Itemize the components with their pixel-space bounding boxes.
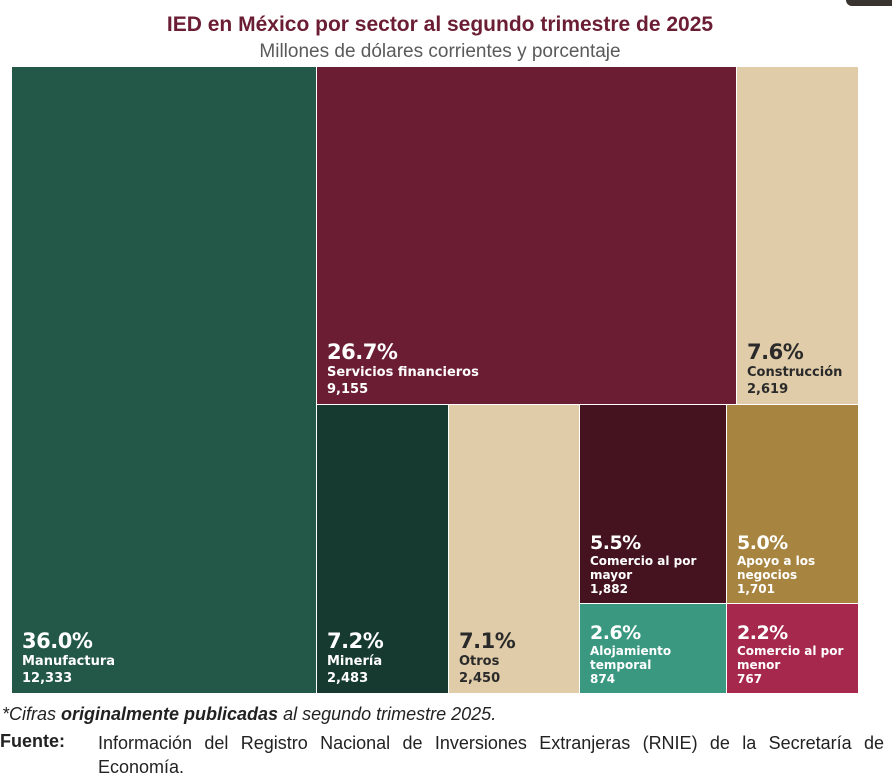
treemap-tile-mineria: 7.2% Minería 2,483 xyxy=(317,405,448,693)
tile-percent: 7.2% xyxy=(327,629,384,653)
footnote: *Cifras originalmente publicadas al segu… xyxy=(2,704,496,725)
tile-sector-name: Apoyo a los negocios xyxy=(737,554,816,582)
footnote-bold: originalmente publicadas xyxy=(61,704,279,724)
tile-sector-name: Manufactura xyxy=(22,654,116,669)
tile-sector-name: Construcción xyxy=(747,365,843,380)
footnote-prefix: *Cifras xyxy=(2,704,62,724)
tile-label-group: 5.5% Comercio al por mayor 1,882 xyxy=(590,533,718,597)
tile-value: 9,155 xyxy=(327,382,369,397)
tile-sector-name: Servicios financieros xyxy=(327,365,479,380)
treemap-tile-otros: 7.1% Otros 2,450 xyxy=(449,405,579,693)
tile-label-group: 7.1% Otros 2,450 xyxy=(459,629,571,687)
tile-value: 1,882 xyxy=(590,582,628,596)
tile-label-group: 36.0% Manufactura 12,333 xyxy=(22,629,308,687)
tile-sector-name: Otros xyxy=(459,654,500,669)
tile-value: 767 xyxy=(737,672,763,686)
tile-percent: 26.7% xyxy=(327,340,398,364)
tile-percent: 5.0% xyxy=(737,532,788,554)
treemap-tile-servicios-financieros: 26.7% Servicios financieros 9,155 xyxy=(317,67,736,404)
footnote-suffix: al segundo trimestre 2025. xyxy=(278,704,497,724)
tile-label-group: 7.2% Minería 2,483 xyxy=(327,629,440,687)
treemap-tile-construccion: 7.6% Construcción 2,619 xyxy=(737,67,858,404)
tile-sector-name: Comercio al por mayor xyxy=(590,554,697,582)
treemap-tile-manufactura: 36.0% Manufactura 12,333 xyxy=(12,67,316,693)
tile-value: 12,333 xyxy=(22,671,73,686)
chart-subtitle: Millones de dólares corrientes y porcent… xyxy=(259,41,621,62)
tile-percent: 5.5% xyxy=(590,532,641,554)
treemap-tile-comercio-al-por-menor: 2.2% Comercio al por menor 767 xyxy=(727,604,858,693)
tile-value: 1,701 xyxy=(737,582,775,596)
tile-percent: 7.6% xyxy=(747,340,804,364)
tile-value: 2,450 xyxy=(459,671,501,686)
corner-decoration xyxy=(846,0,892,6)
tile-percent: 36.0% xyxy=(22,629,93,653)
tile-label-group: 7.6% Construcción 2,619 xyxy=(747,340,850,398)
tile-label-group: 2.6% Alojamiento temporal 874 xyxy=(590,623,718,687)
tile-sector-name: Alojamiento temporal xyxy=(590,644,672,672)
tile-sector-name: Comercio al por menor xyxy=(737,644,844,672)
tile-label-group: 2.2% Comercio al por menor 767 xyxy=(737,623,850,687)
tile-value: 874 xyxy=(590,672,616,686)
tile-sector-name: Minería xyxy=(327,654,383,669)
source-text: Información del Registro Nacional de Inv… xyxy=(98,733,884,777)
treemap-tile-alojamiento-temporal: 2.6% Alojamiento temporal 874 xyxy=(580,604,726,693)
tile-percent: 2.6% xyxy=(590,622,641,644)
tile-percent: 7.1% xyxy=(459,629,516,653)
tile-value: 2,619 xyxy=(747,382,789,397)
source-label: Fuente: xyxy=(0,731,65,751)
tile-label-group: 5.0% Apoyo a los negocios 1,701 xyxy=(737,533,850,597)
tile-value: 2,483 xyxy=(327,671,369,686)
treemap-tile-comercio-al-por-mayor: 5.5% Comercio al por mayor 1,882 xyxy=(580,405,726,603)
tile-percent: 2.2% xyxy=(737,622,788,644)
tile-label-group: 26.7% Servicios financieros 9,155 xyxy=(327,340,728,398)
chart-title: IED en México por sector al segundo trim… xyxy=(166,13,714,36)
treemap-tile-apoyo-a-los-negocios: 5.0% Apoyo a los negocios 1,701 xyxy=(727,405,858,603)
